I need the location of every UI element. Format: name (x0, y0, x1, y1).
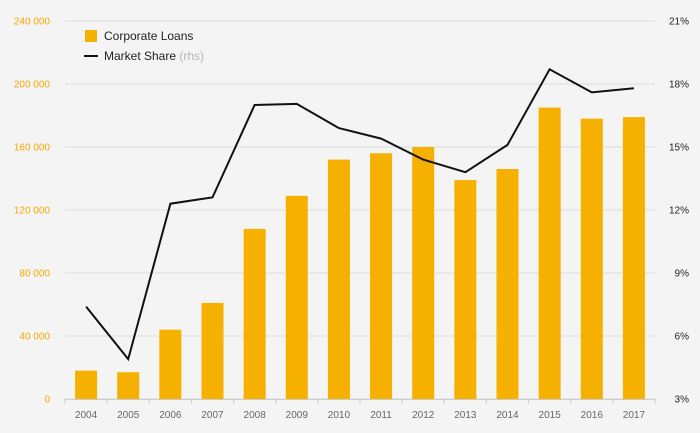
y-right-tick-label: 21% (669, 17, 689, 28)
y-left-tick-label: 160 000 (14, 143, 51, 154)
x-tick-label: 2012 (412, 410, 435, 421)
bar (327, 159, 350, 399)
x-tick-label: 2017 (623, 410, 646, 421)
x-tick-label: 2013 (454, 410, 477, 421)
bar (454, 180, 477, 399)
y-axis-left: 0 40 000 80 000 120 000 160 000 200 000 240 00… (14, 17, 51, 406)
x-tick-label: 2008 (244, 410, 267, 421)
bar (243, 228, 266, 399)
x-tick-label: 2004 (75, 410, 98, 421)
y-right-tick-label: 12% (669, 206, 689, 217)
bar (496, 169, 519, 399)
bar (201, 302, 224, 399)
x-tick-label: 2010 (328, 410, 351, 421)
y-right-tick-label: 9% (675, 269, 690, 280)
x-axis: 2004 2005 2006 2007 2008 2009 2010 2011 2012 2013… (64, 399, 656, 421)
y-left-tick-label: 200 000 (14, 80, 51, 91)
legend-label-corporate-loans: Corporate Loans (104, 29, 193, 43)
bar (370, 153, 393, 399)
market-share-line (85, 67, 634, 362)
x-tick-label: 2006 (159, 410, 182, 421)
y-right-tick-label: 3% (675, 395, 690, 406)
y-right-tick-label: 18% (669, 80, 689, 91)
bar (117, 372, 140, 399)
x-tick-label: 2011 (370, 410, 392, 421)
bar (580, 118, 603, 400)
y-left-tick-label: 40 000 (19, 332, 50, 343)
legend-label-market-share-name: Market Share (104, 49, 176, 63)
legend: Corporate Loans Market Share (rhs) (84, 29, 204, 63)
legend-label-market-share: Market Share (rhs) (104, 49, 204, 63)
y-left-tick-label: 120 000 (14, 206, 51, 217)
x-tick-label: 2007 (201, 410, 224, 421)
y-left-tick-label: 0 (44, 395, 50, 406)
bar (538, 107, 561, 399)
line-series-market-share (85, 67, 634, 362)
x-tick-label: 2009 (286, 410, 309, 421)
bar (285, 195, 308, 399)
legend-swatch-corporate-loans (85, 30, 97, 42)
y-axis-right: 3% 6% 9% 12% 15% 18% 21% (669, 17, 689, 406)
x-tick-label: 2016 (581, 410, 604, 421)
y-left-tick-label: 240 000 (14, 17, 51, 28)
bar-series-corporate-loans (75, 107, 645, 400)
bar (75, 370, 98, 399)
x-tick-label: 2005 (117, 410, 140, 421)
y-right-tick-label: 6% (675, 332, 690, 343)
bar (159, 329, 182, 399)
bar (412, 147, 435, 399)
y-right-tick-label: 15% (669, 143, 689, 154)
x-tick-label: 2015 (539, 410, 562, 421)
legend-label-rhs-note: (rhs) (179, 49, 204, 63)
y-left-tick-label: 80 000 (19, 269, 50, 280)
bar (622, 117, 645, 399)
x-tick-label: 2014 (496, 410, 519, 421)
